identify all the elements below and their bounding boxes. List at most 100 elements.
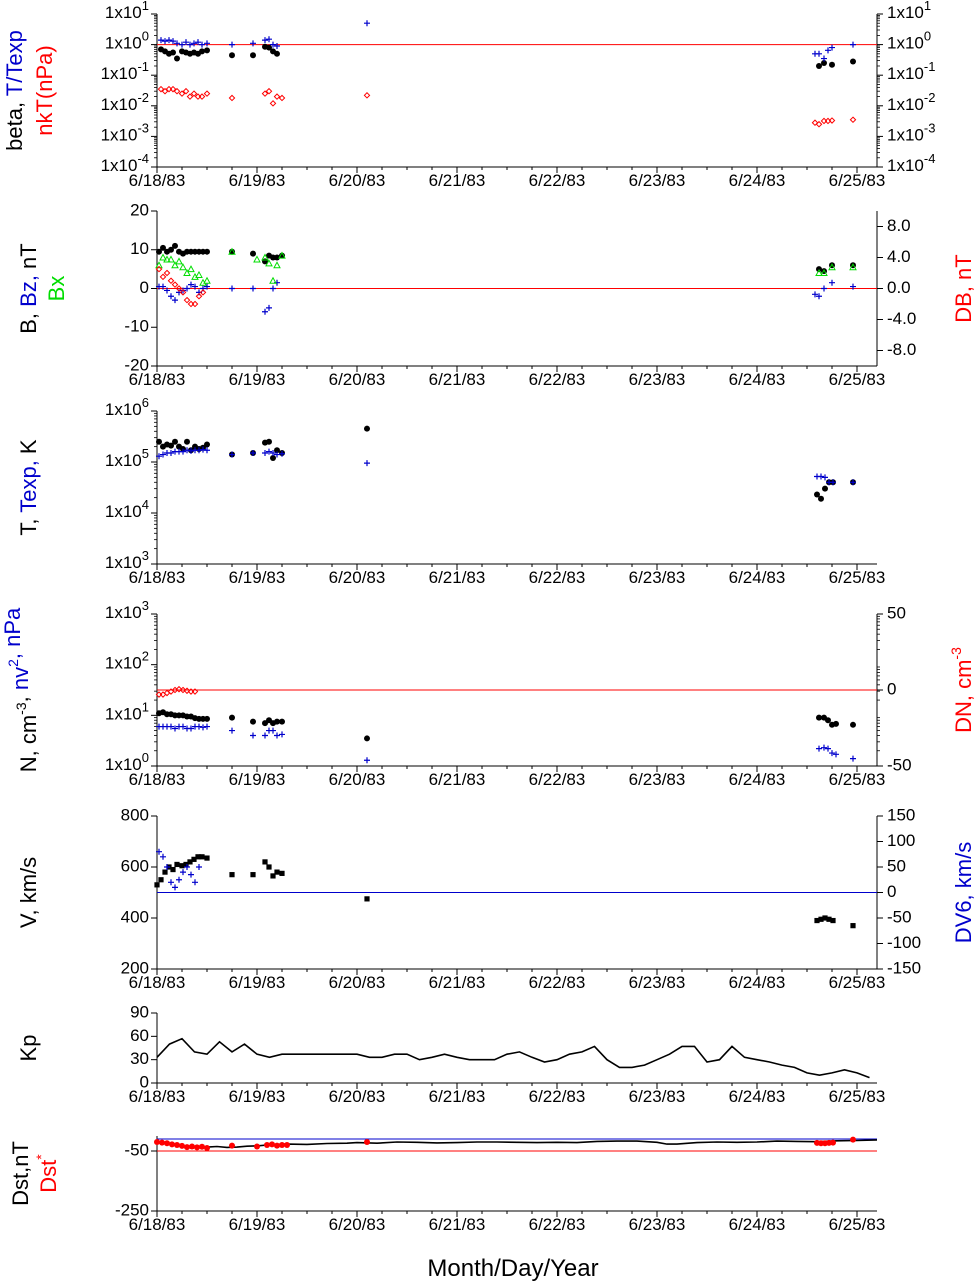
point-n — [816, 714, 822, 721]
point-texp — [850, 479, 856, 486]
point-texp — [200, 446, 206, 453]
y-tick-label-right: 150 — [887, 805, 915, 824]
point-nkt-npa- — [363, 92, 371, 99]
y-axis-label: V, km/s — [16, 857, 41, 928]
point-bx — [849, 263, 857, 271]
point-bz — [164, 287, 170, 294]
y-axis-label-secondary: Dst* — [33, 1154, 61, 1193]
point-dn — [179, 686, 187, 694]
x-tick-label: 6/19/83 — [229, 568, 286, 587]
x-tick-label: 6/20/83 — [329, 973, 386, 992]
x-tick-label: 6/18/83 — [129, 1215, 186, 1234]
point-t-texp — [816, 50, 822, 57]
x-tick-label: 6/21/83 — [429, 1087, 486, 1106]
x-tick-label: 6/25/83 — [829, 568, 886, 587]
point-nv2 — [274, 732, 280, 739]
point-n — [279, 718, 285, 725]
point-bz — [262, 308, 268, 315]
point-nv2 — [825, 745, 831, 752]
point-texp — [830, 479, 836, 486]
x-tick-label: 6/19/83 — [229, 973, 286, 992]
x-tick-label: 6/18/83 — [129, 1087, 186, 1106]
point-bx — [155, 261, 163, 269]
point-nkt-npa- — [182, 87, 190, 95]
point-dst- — [194, 1144, 200, 1151]
panel-velocity: 800 600 400 200 150 100 50 0 -50 -100 -150 6/18/83 6… — [16, 805, 976, 992]
point-nv2 — [850, 755, 856, 762]
point-dn — [183, 687, 191, 695]
point-nv2 — [279, 731, 285, 738]
point-texp — [184, 447, 190, 454]
y-tick-label: 1x10-4 — [101, 151, 149, 175]
x-tick-label: 6/19/83 — [229, 1215, 286, 1234]
point-t-texp — [170, 38, 176, 45]
x-tick-label: 6/23/83 — [629, 770, 686, 789]
y-tick-label: 600 — [121, 856, 149, 875]
point-beta — [266, 44, 272, 51]
point-v — [204, 855, 210, 861]
point-v — [830, 917, 836, 924]
x-tick-label: 6/23/83 — [629, 171, 686, 190]
point-v — [183, 861, 189, 868]
point-t — [364, 425, 370, 432]
point-dv6 — [156, 848, 162, 855]
point-bx — [183, 268, 191, 276]
point-db — [163, 269, 171, 277]
x-tick-label: 6/23/83 — [629, 1215, 686, 1234]
point-t — [172, 438, 178, 445]
point-bz — [204, 283, 210, 290]
point-texp — [270, 450, 276, 457]
point-db — [175, 285, 183, 292]
point-dst- — [159, 1139, 165, 1146]
x-tick-label: 6/24/83 — [729, 171, 786, 190]
point-nkt-npa- — [203, 90, 211, 97]
x-tick-label: 6/19/83 — [229, 171, 286, 190]
point-texp — [818, 473, 824, 480]
point-nkt-npa- — [849, 116, 857, 124]
point-v — [274, 869, 280, 875]
point-t-texp — [183, 39, 189, 46]
x-tick-label: 6/18/83 — [129, 973, 186, 992]
point-nkt-npa- — [186, 93, 194, 100]
y-tick-label-right: 100 — [887, 831, 915, 850]
x-tick-label: 6/23/83 — [629, 370, 686, 389]
point-t — [204, 441, 210, 448]
point-nkt-npa- — [157, 85, 165, 93]
point-nkt-npa- — [228, 94, 236, 102]
y-tick-label-right: 1x10-3 — [887, 121, 935, 145]
x-tick-label: 6/20/83 — [329, 171, 386, 190]
panel-field: 20 10 0 -10 -20 8.0 4.0 0.0 -4.0 -8.0 6/18/83 6/19/… — [16, 200, 976, 389]
x-tick-label: 6/22/83 — [529, 1215, 586, 1234]
point-bz — [812, 291, 818, 298]
point-beta — [199, 48, 205, 55]
x-tick-label: 6/22/83 — [529, 171, 586, 190]
panel-beta: 1x101 1x100 1x10-1 1x10-2 1x10-3 1x10-4 1x101 1… — [2, 0, 936, 190]
y-tick-label-right: -50 — [887, 755, 912, 774]
y-tick-label: 90 — [130, 1002, 149, 1021]
point-dst- — [179, 1142, 185, 1149]
x-tick-label: 6/18/83 — [129, 370, 186, 389]
point-nkt-npa- — [811, 119, 819, 127]
point-db — [195, 292, 203, 300]
point-v — [162, 869, 168, 875]
point-dst- — [264, 1142, 270, 1148]
x-tick-label: 6/21/83 — [429, 770, 486, 789]
x-tick-label: 6/25/83 — [829, 1087, 886, 1106]
point-t — [156, 438, 162, 445]
y-tick-label: -20 — [124, 355, 149, 374]
point-texp — [229, 451, 235, 458]
point-v — [179, 863, 185, 869]
point-texp — [168, 450, 174, 457]
point-bx — [171, 261, 179, 269]
point-nv2 — [168, 723, 174, 730]
point-t-texp — [274, 43, 280, 50]
y-tick-label: 1x10-3 — [101, 121, 149, 145]
point-nv2 — [821, 744, 827, 751]
point-bx — [278, 251, 286, 259]
point-bx — [273, 261, 281, 269]
point-nv2 — [196, 723, 202, 730]
point-texp — [262, 450, 268, 457]
y-tick-label: 1x102 — [105, 649, 149, 673]
point-bx — [265, 259, 273, 267]
point-n — [850, 721, 856, 728]
